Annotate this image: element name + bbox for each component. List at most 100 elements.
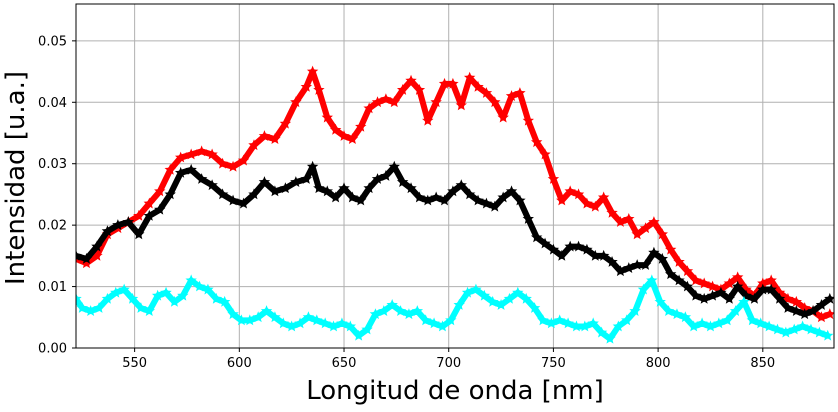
series-2-point (218, 295, 231, 307)
series-1-point (216, 188, 229, 200)
series-0-point (589, 200, 601, 212)
series-0-point (455, 99, 467, 111)
series-1-point (313, 182, 325, 194)
series-0-point (631, 228, 643, 240)
series-layer (76, 65, 834, 344)
series-2-point (436, 320, 449, 332)
series-1-point (614, 265, 627, 277)
series-2-point (419, 314, 432, 326)
series-2-point (428, 317, 440, 329)
series-0-point (422, 114, 434, 126)
series-1-point (300, 173, 313, 184)
series-1-point (227, 194, 239, 206)
series-0-point (371, 96, 384, 108)
series-2-point (151, 289, 164, 301)
series-2-point (319, 317, 331, 329)
series-1-point (237, 197, 250, 209)
series-2-point (537, 314, 549, 326)
series-0-point (346, 133, 359, 144)
series-2-point (143, 305, 155, 316)
series-1-point (631, 259, 643, 270)
series-1-point (133, 228, 145, 240)
series-2-point (76, 292, 82, 304)
series-1-point (564, 240, 576, 252)
series-1-point (346, 191, 359, 203)
plot-frame (75, 3, 835, 349)
grid (76, 4, 834, 349)
y-tick-label: 0.02 (38, 219, 67, 234)
series-1-point (723, 292, 736, 304)
series-0-point (648, 216, 660, 227)
series-0-point (413, 84, 426, 95)
x-axis-label: Longitud de onda [nm] (306, 376, 604, 406)
series-1-point (248, 188, 260, 200)
series-2-point (235, 314, 248, 326)
series-0-point (269, 133, 281, 144)
series-2-point (796, 320, 809, 332)
series-2-point (755, 317, 767, 329)
series-1-point (731, 280, 744, 292)
series-2-point (528, 302, 541, 313)
series-1-point (396, 176, 409, 187)
series-0-point (606, 206, 618, 218)
series-2-point (378, 305, 390, 316)
series-0 (76, 65, 834, 323)
series-2-point (562, 317, 574, 329)
series-1-point (798, 308, 811, 320)
series-2-point (579, 320, 591, 332)
x-tick-label: 750 (541, 356, 566, 371)
series-2-point (352, 329, 365, 341)
series-0-point (706, 280, 719, 292)
series-0-point (290, 96, 302, 108)
series-0-point (681, 265, 694, 277)
series-2-point (704, 320, 717, 332)
series-1-point (715, 286, 727, 298)
series-2-point (93, 302, 105, 313)
series-1 (76, 160, 834, 320)
series-1-point (164, 188, 176, 200)
series-0-point (564, 185, 576, 197)
series-2-point (763, 320, 775, 332)
series-1-point (269, 185, 281, 197)
series-1-point (91, 240, 103, 252)
x-tick-label: 600 (227, 356, 252, 371)
series-0-point (572, 188, 585, 200)
series-0-point (597, 191, 610, 203)
series-1-point (290, 176, 302, 187)
series-2-point (545, 317, 558, 329)
series-0-point (690, 274, 702, 286)
series-1-point (101, 225, 114, 237)
series-1-point (807, 305, 819, 316)
series-0-point (80, 257, 93, 269)
series-0-point (248, 139, 260, 151)
series-0-point (300, 80, 313, 92)
series-1-point (606, 256, 618, 267)
series-1-point (422, 194, 434, 206)
series-1-point (355, 194, 367, 206)
series-1-point (388, 160, 400, 172)
series-1-point (690, 289, 702, 301)
x-tick-label: 550 (122, 356, 147, 371)
series-0-point (195, 145, 208, 157)
series-1-point (258, 176, 271, 187)
series-1-point (329, 191, 342, 203)
series-0-point (514, 87, 526, 98)
series-1-point (380, 170, 392, 181)
series-0-point (363, 102, 375, 114)
series-0-point (388, 96, 400, 108)
series-1-point (438, 194, 451, 206)
series-0-point (489, 96, 501, 108)
series-0-point (765, 274, 777, 286)
series-2-point (503, 292, 516, 304)
series-1-point (405, 182, 417, 194)
series-2-point (595, 326, 608, 338)
series-2-point (771, 323, 784, 335)
y-tick-label: 0.00 (38, 342, 67, 357)
series-2-point (470, 283, 482, 295)
series-1-point (748, 292, 761, 304)
series-2-point (294, 317, 306, 329)
series-2-point (780, 326, 792, 338)
series-1-point (505, 185, 518, 197)
series-2-point (210, 292, 222, 304)
